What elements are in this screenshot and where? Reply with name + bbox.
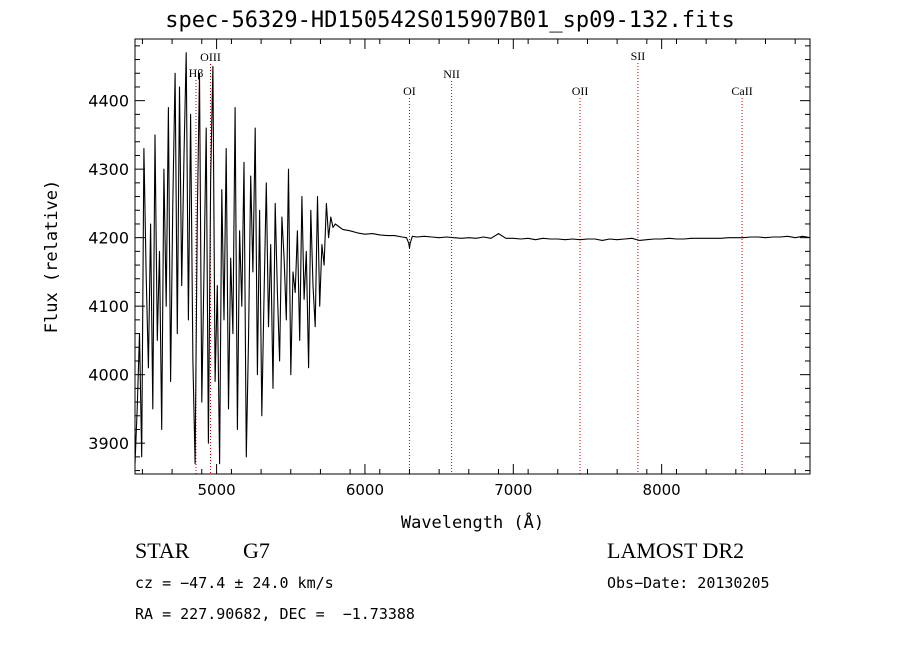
survey-name: LAMOST DR2 (607, 538, 745, 563)
x-tick-label-3: 8000 (643, 481, 681, 499)
line-label-4: OII (572, 84, 589, 98)
obs-date-text: Obs−Date: 20130205 (607, 574, 770, 592)
y-tick-label-5: 4400 (88, 92, 129, 111)
y-tick-label-3: 4200 (88, 229, 129, 248)
x-tick-label-0: 5000 (197, 481, 235, 499)
y-tick-label-0: 3900 (88, 434, 129, 453)
x-axis-label: Wavelength (Å) (401, 511, 544, 533)
line-label-3: NII (443, 67, 460, 81)
chart-title: spec-56329-HD150542S015907B01_sp09-132.f… (165, 8, 735, 33)
x-tick-label-2: 7000 (494, 481, 532, 499)
line-label-5: SII (631, 49, 646, 63)
plot-frame (134, 38, 811, 475)
spectral-subclass: G7 (243, 538, 270, 563)
y-tick-label-4: 4300 (88, 160, 129, 179)
line-label-6: CaII (731, 84, 752, 98)
x-tick-label-1: 6000 (346, 481, 384, 499)
y-axis-label: Flux (relative) (42, 180, 62, 334)
line-label-1: OIII (200, 50, 221, 64)
coordinates-text: RA = 227.90682, DEC = −1.73388 (135, 605, 415, 623)
redshift-text: cz = −47.4 ± 24.0 km/s (135, 574, 334, 592)
line-label-0: Hβ (189, 66, 204, 80)
object-class: STAR (135, 538, 190, 563)
spectrum-line (134, 52, 811, 465)
line-label-2: OI (403, 84, 416, 98)
y-tick-label-2: 4100 (88, 297, 129, 316)
y-tick-label-1: 4000 (88, 366, 129, 385)
